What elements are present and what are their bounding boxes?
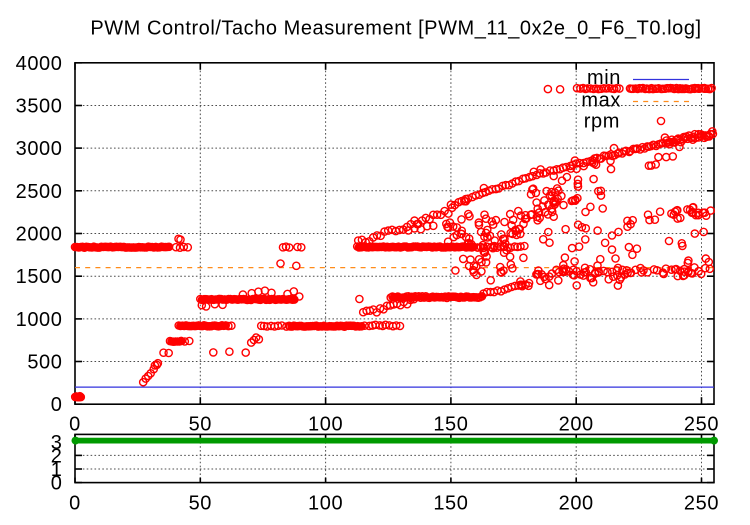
svg-text:200: 200 xyxy=(559,493,594,515)
svg-text:200: 200 xyxy=(559,414,594,436)
svg-text:0: 0 xyxy=(69,414,81,436)
svg-text:1500: 1500 xyxy=(16,266,63,288)
svg-text:1: 1 xyxy=(51,459,63,481)
svg-text:50: 50 xyxy=(189,414,212,436)
svg-text:PWM Control/Tacho Measurement: PWM Control/Tacho Measurement [PWM_11_0x… xyxy=(90,18,701,40)
svg-text:0: 0 xyxy=(51,394,63,416)
svg-text:500: 500 xyxy=(27,352,62,374)
svg-text:3: 3 xyxy=(51,432,63,454)
svg-text:250: 250 xyxy=(684,493,719,515)
svg-text:3500: 3500 xyxy=(16,96,63,118)
svg-text:0: 0 xyxy=(51,473,63,495)
svg-text:250: 250 xyxy=(684,414,719,436)
svg-text:100: 100 xyxy=(308,493,343,515)
svg-text:rpm: rpm xyxy=(584,111,620,133)
svg-text:max: max xyxy=(581,90,621,112)
svg-text:2: 2 xyxy=(51,445,63,467)
svg-text:2000: 2000 xyxy=(16,224,63,246)
svg-text:100: 100 xyxy=(308,414,343,436)
svg-text:3000: 3000 xyxy=(16,138,63,160)
svg-text:0: 0 xyxy=(69,493,81,515)
svg-text:150: 150 xyxy=(433,414,468,436)
svg-text:4000: 4000 xyxy=(16,53,63,75)
svg-text:min: min xyxy=(587,67,621,89)
svg-text:1000: 1000 xyxy=(16,309,63,331)
svg-text:2500: 2500 xyxy=(16,181,63,203)
svg-text:50: 50 xyxy=(189,493,212,515)
svg-text:150: 150 xyxy=(433,493,468,515)
